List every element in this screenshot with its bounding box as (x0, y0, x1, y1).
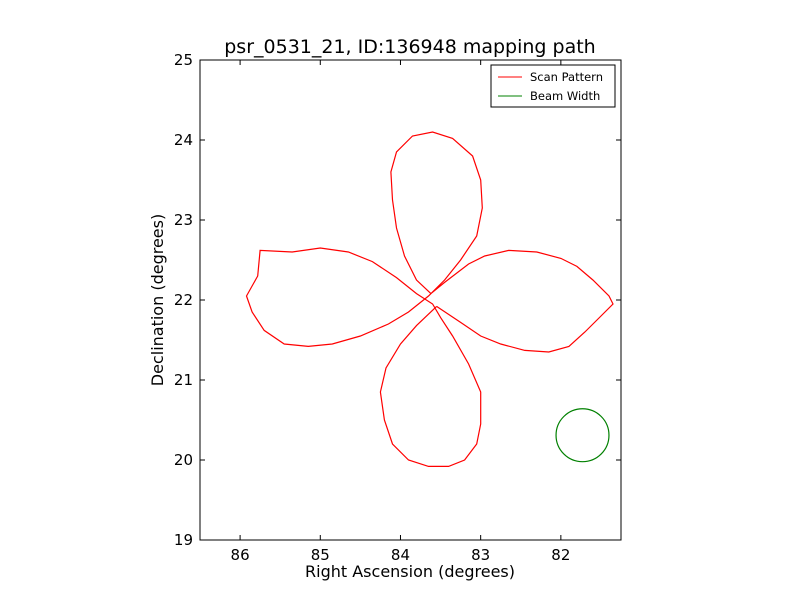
chart-title: psr_0531_21, ID:136948 mapping path (224, 36, 595, 58)
legend: Scan Pattern Beam Width (490, 64, 616, 108)
y-tick-label: 22 (174, 291, 193, 309)
legend-box (490, 64, 616, 108)
x-tick-label: 84 (391, 546, 410, 564)
x-ticks: 86 85 84 83 82 (231, 60, 570, 564)
y-tick-label: 25 (174, 51, 193, 69)
x-tick-label: 83 (471, 546, 490, 564)
series-layer (245, 131, 614, 467)
y-tick-label: 20 (174, 451, 193, 469)
y-tick-label: 21 (174, 371, 193, 389)
y-tick-label: 23 (174, 211, 193, 229)
plot-area (200, 60, 621, 540)
y-axis-label: Declination (degrees) (148, 214, 167, 386)
x-tick-label: 86 (231, 546, 250, 564)
y-ticks: 19 20 21 22 23 24 25 (174, 51, 621, 549)
y-tick-label: 24 (174, 131, 193, 149)
beam-width-circle (555, 408, 610, 463)
x-tick-label: 82 (551, 546, 570, 564)
legend-label-beam-width: Beam Width (530, 89, 600, 103)
x-axis-label: Right Ascension (degrees) (305, 562, 515, 581)
scan-pattern-line (245, 131, 614, 467)
x-tick-label: 85 (311, 546, 330, 564)
y-tick-label: 19 (174, 531, 193, 549)
legend-label-scan-pattern: Scan Pattern (530, 70, 603, 84)
